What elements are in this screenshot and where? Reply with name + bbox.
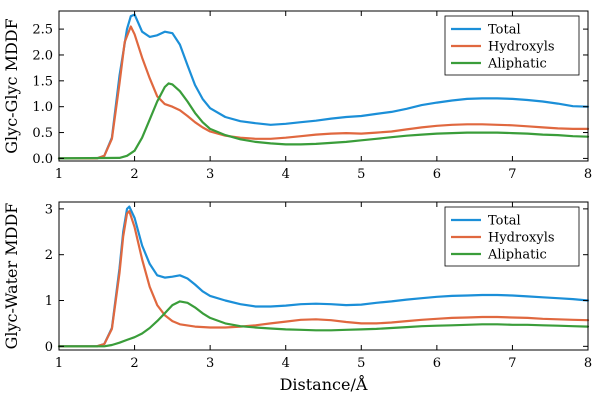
x-tick-label: 4: [282, 356, 290, 371]
x-tick-label: 1: [55, 167, 63, 182]
x-tick-label: 2: [130, 167, 138, 182]
series-line-aliphatic: [57, 300, 590, 348]
x-tick-label: 3: [206, 356, 214, 371]
x-tick-label: 8: [584, 356, 592, 371]
x-axis-label: Distance/Å: [280, 374, 368, 394]
series-line-hydroxyls: [57, 25, 590, 160]
y-tick-label: 3: [45, 202, 53, 217]
legend-label-total: Total: [488, 214, 521, 229]
x-tick-label: 5: [357, 167, 365, 182]
x-tick-label: 2: [130, 356, 138, 371]
series-line-total: [57, 205, 590, 348]
y-axis-label: Glyc-Glyc MDDF: [2, 18, 21, 153]
y-tick-label: 1.5: [32, 74, 53, 89]
series-line-aliphatic: [57, 82, 590, 160]
y-tick-label: 0.5: [32, 126, 53, 141]
y-tick-label: 2.0: [32, 48, 53, 63]
legend-label-aliphatic: Aliphatic: [487, 248, 547, 263]
x-tick-label: 4: [282, 167, 290, 182]
x-tick-label: 5: [357, 356, 365, 371]
plot-frame: [58, 10, 589, 162]
x-tick-label: 6: [433, 356, 441, 371]
x-tick-label: 3: [206, 167, 214, 182]
y-tick-label: 2.5: [32, 23, 53, 38]
y-tick-label: 2: [45, 248, 53, 263]
legend: Total Hydroxyls Aliphatic: [444, 206, 580, 267]
y-tick-label: 0.0: [32, 152, 53, 167]
series-line-total: [57, 13, 590, 160]
y-tick-label: 0: [45, 340, 53, 355]
x-tick-label: 1: [55, 356, 63, 371]
plot-frame: [58, 201, 589, 351]
legend: Total Hydroxyls Aliphatic: [444, 15, 580, 76]
y-axis-label: Glyc-Water MDDF: [2, 203, 21, 350]
x-tick-label: 8: [584, 167, 592, 182]
legend-label-hydroxyls: Hydroxyls: [488, 231, 555, 246]
glyc-glyc-panel: 1 2 3 4 5 6 7 8 0.0 0.5 1.0 1.5 2.0 2.5 Glyc-Glyc MDDF…: [2, 10, 592, 182]
y-tick-label: 1: [45, 294, 53, 309]
legend-label-aliphatic: Aliphatic: [487, 57, 547, 72]
series-line-hydroxyls: [57, 210, 590, 348]
x-tick-label: 6: [433, 167, 441, 182]
legend-label-total: Total: [488, 23, 521, 38]
legend-label-hydroxyls: Hydroxyls: [488, 40, 555, 55]
x-tick-label: 7: [508, 356, 516, 371]
y-tick-label: 1.0: [32, 100, 53, 115]
x-tick-label: 7: [508, 167, 516, 182]
